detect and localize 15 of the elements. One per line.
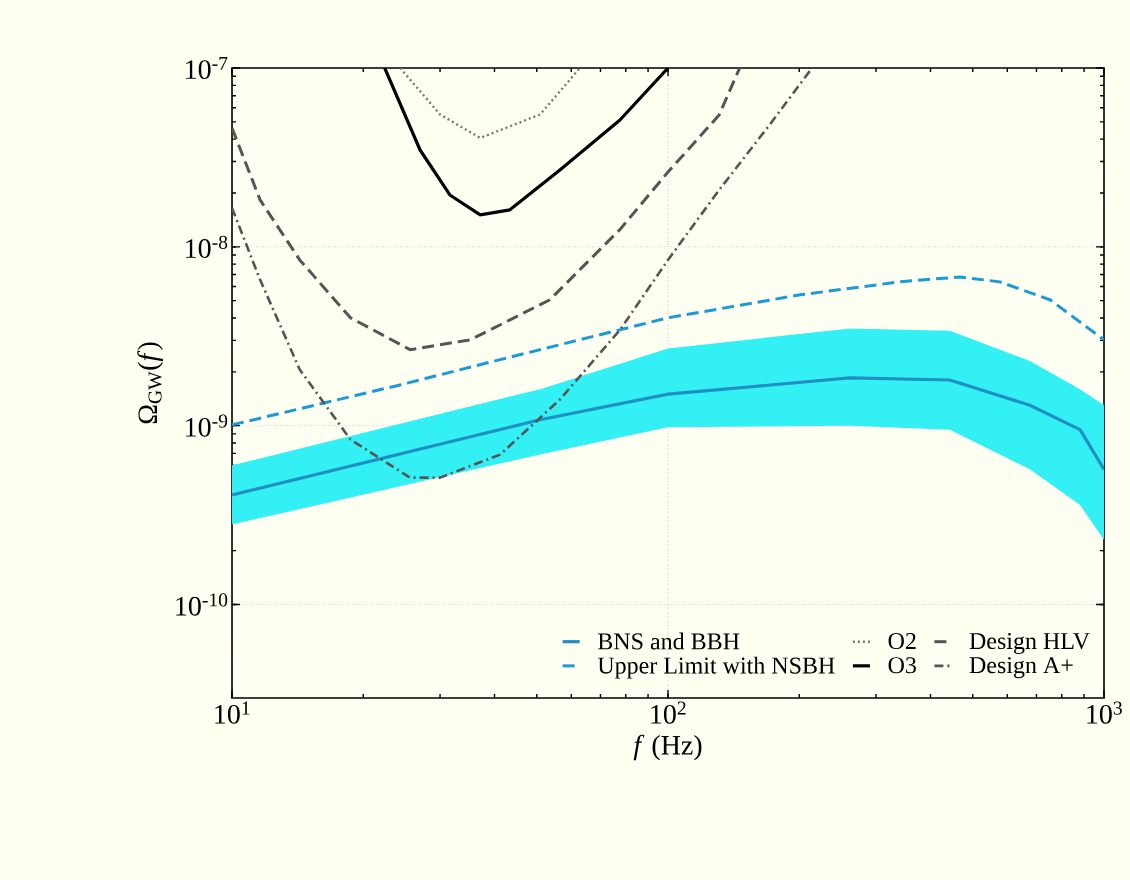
legend-label: O3	[888, 657, 916, 674]
y-tick-label: 10$^{-9}$	[186, 414, 228, 437]
y-tick-label: 10$^{-7}$	[186, 56, 228, 80]
legend-label: Design A+	[969, 657, 1073, 679]
y-axis-title: Ω$_{GW}$(f)	[137, 342, 163, 424]
x-axis-title: f (Hz)	[633, 734, 702, 761]
legend-label: O2	[888, 632, 916, 650]
x-tick-label: 10$^{1}$	[215, 701, 250, 724]
y-tick-label: 10$^{-10}$	[176, 593, 228, 616]
legend-label: BNS and BBH	[598, 632, 740, 650]
legend-label: Upper Limit with NSBH	[597, 656, 835, 679]
x-tick-label: 10$^{2}$	[651, 701, 686, 724]
y-tick-label: 10$^{-8}$	[186, 235, 228, 258]
legend-label: Design HLV	[969, 632, 1090, 655]
x-tick-label: 10$^{3}$	[1087, 701, 1122, 724]
